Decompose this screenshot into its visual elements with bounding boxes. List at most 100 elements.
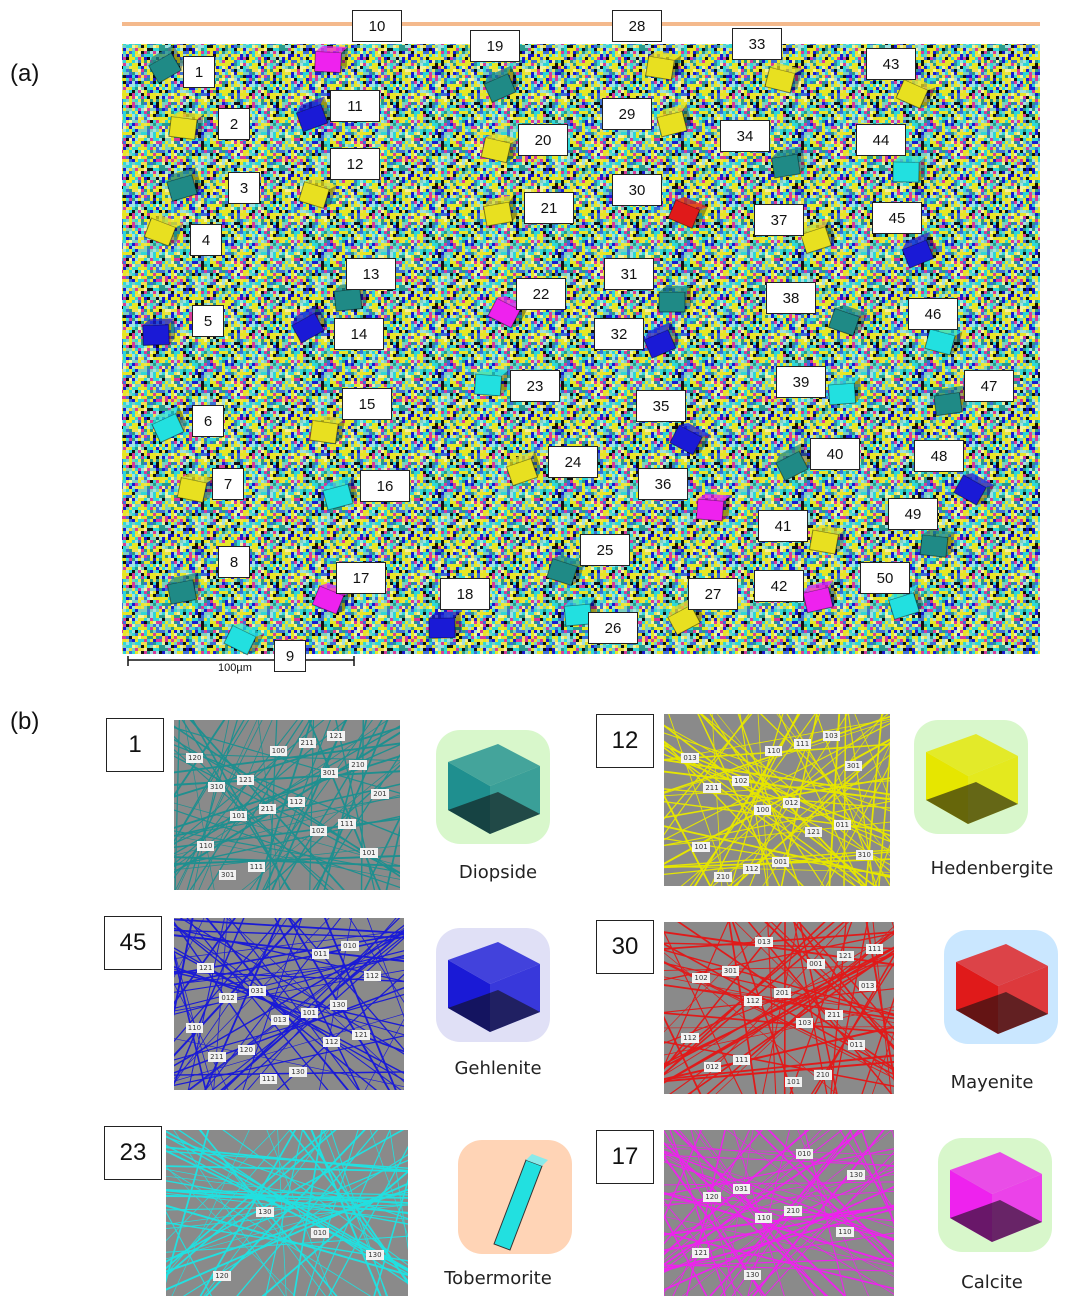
zone-axis-label: 130 [329,1000,348,1011]
grain-crystal-4 [143,214,184,247]
grain-label-7: 7 [212,468,244,500]
grain-label-35: 35 [636,390,686,422]
top-line [122,22,1040,26]
kikuchi-pattern-tobermorite: 120 130 010 130 [166,1130,408,1296]
zone-axis-label: 111 [732,1054,751,1065]
grain-crystal-31 [658,286,691,313]
zone-axis-label: 121 [352,1030,370,1040]
pattern-id-1: 1 [106,718,164,772]
grain-label-38: 38 [766,282,816,314]
zone-axis-label: 210 [814,1069,832,1080]
zone-axis-label: 301 [721,966,740,977]
zone-axis-label: 121 [236,774,255,785]
zone-axis-label: 210 [714,871,732,882]
crystal-model-calcite [930,1130,1060,1265]
zone-axis-label: 121 [692,1248,710,1259]
zone-axis-label: 211 [825,1010,843,1021]
zone-axis-label: 211 [298,738,316,749]
zone-axis-label: 102 [692,973,710,984]
grain-crystal-11 [295,96,332,133]
grain-label-18: 18 [440,578,490,610]
grain-crystal-29 [656,103,692,138]
grain-label-6: 6 [192,405,224,437]
zone-axis-label: 010 [795,1148,814,1159]
grain-label-15: 15 [342,388,392,420]
zone-axis-label: 301 [844,760,862,771]
grain-crystal-25 [545,554,586,587]
pattern-id-30: 30 [596,920,654,974]
grain-crystal-49 [919,529,955,558]
zone-axis-label: 011 [833,819,851,830]
grain-crystal-32 [643,321,680,359]
grain-label-26: 26 [588,612,638,644]
grain-label-32: 32 [594,318,644,350]
grain-label-8: 8 [218,546,250,578]
zone-axis-label: 112 [744,995,762,1006]
grain-crystal-43 [895,76,936,110]
grain-crystal-23 [473,368,509,397]
zone-axis-label: 211 [208,1052,226,1063]
zone-axis-label: 211 [258,804,277,815]
zone-axis-label: 111 [259,1074,278,1085]
zone-axis-label: 201 [773,988,791,999]
grain-crystal-21 [482,194,518,227]
grain-crystal-1 [148,44,184,84]
grain-label-37: 37 [754,204,804,236]
mineral-name-gehlenite: Gehlenite [454,1058,542,1079]
grain-crystal-34 [771,147,806,179]
grain-label-45: 45 [872,202,922,234]
grain-label-20: 20 [518,124,568,156]
pattern-id-45: 45 [104,916,162,970]
zone-axis-label: 130 [256,1206,274,1217]
zone-axis-label: 111 [338,818,356,829]
grain-label-12: 12 [330,148,380,180]
zone-axis-label: 112 [681,1032,699,1043]
grain-crystal-39 [827,376,862,406]
grain-crystal-40 [775,443,811,482]
zone-axis-label: 100 [754,805,772,816]
mineral-name-hedenbergite: Hedenbergite [930,858,1054,879]
grain-label-43: 43 [866,48,916,80]
zone-axis-label: 201 [371,789,389,800]
grain-label-11: 11 [330,90,380,122]
zone-axis-label: 101 [692,842,710,853]
zone-axis-label: 130 [289,1066,307,1077]
zone-axis-label: 101 [300,1007,318,1018]
zone-axis-label: 112 [287,796,305,807]
zone-axis-label: 210 [349,760,367,771]
grain-label-10: 10 [352,10,402,42]
zone-axis-label: 110 [765,745,783,756]
grain-label-21: 21 [524,192,574,224]
zone-axis-label: 211 [703,782,721,793]
grain-label-4: 4 [190,224,222,256]
crystal-model-mayenite [936,922,1066,1057]
zone-axis-label: 011 [311,948,330,959]
zone-axis-label: 310 [208,782,226,793]
grain-crystal-24 [505,450,542,487]
zone-axis-label: 103 [822,731,840,742]
zone-axis-label: 031 [732,1184,750,1195]
zone-axis-label: 301 [219,869,237,880]
grain-label-36: 36 [638,468,688,500]
grain-label-25: 25 [580,534,630,566]
grain-crystal-42 [802,580,838,614]
zone-axis-label: 210 [784,1205,802,1216]
zone-axis-label: 001 [807,958,825,969]
kikuchi-pattern-mayenite: 013 001 013 012 011 103 112 102 121 101 111 112 211 2… [664,922,894,1094]
zone-axis-label: 120 [237,1044,255,1055]
zone-axis-label: 102 [309,825,327,836]
panel-b-label: (b) [10,708,40,735]
grain-label-2: 2 [218,108,250,140]
grain-crystal-30 [667,196,708,229]
zone-axis-label: 011 [847,1040,866,1051]
grain-label-42: 42 [754,570,804,602]
grain-crystal-18 [428,611,462,639]
zone-axis-label: 110 [836,1226,854,1237]
zone-axis-label: 301 [320,767,338,778]
grain-label-47: 47 [964,370,1014,402]
grain-label-31: 31 [604,258,654,290]
grain-label-13: 13 [346,258,396,290]
zone-axis-label: 111 [793,738,812,749]
zone-axis-label: 010 [341,941,359,952]
